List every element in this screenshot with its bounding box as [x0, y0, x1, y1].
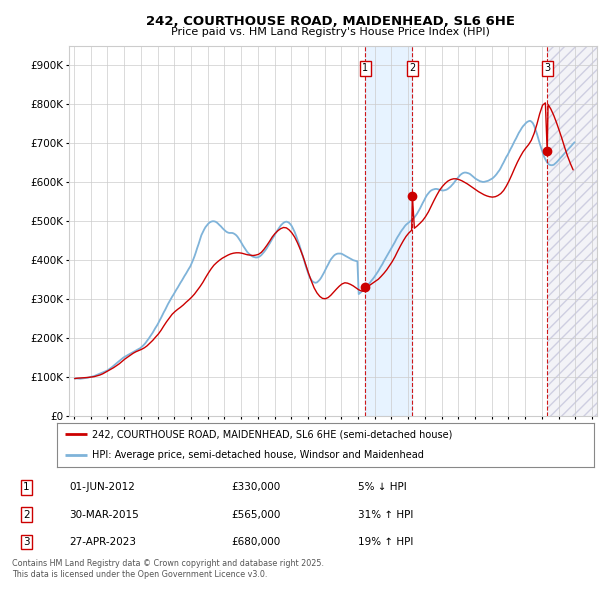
Text: 27-APR-2023: 27-APR-2023	[70, 537, 137, 547]
Text: 1: 1	[362, 63, 368, 73]
Text: £680,000: £680,000	[231, 537, 280, 547]
Text: £565,000: £565,000	[231, 510, 280, 520]
Text: 3: 3	[544, 63, 550, 73]
Text: 01-JUN-2012: 01-JUN-2012	[70, 483, 136, 492]
Text: 2: 2	[409, 63, 415, 73]
Text: 19% ↑ HPI: 19% ↑ HPI	[358, 537, 413, 547]
Text: 2: 2	[23, 510, 30, 520]
Text: 1: 1	[23, 483, 30, 492]
Text: 3: 3	[23, 537, 30, 547]
Text: 30-MAR-2015: 30-MAR-2015	[70, 510, 139, 520]
Text: HPI: Average price, semi-detached house, Windsor and Maidenhead: HPI: Average price, semi-detached house,…	[92, 450, 424, 460]
Bar	[547, 46, 597, 416]
Text: 242, COURTHOUSE ROAD, MAIDENHEAD, SL6 6HE: 242, COURTHOUSE ROAD, MAIDENHEAD, SL6 6H…	[146, 15, 515, 28]
Text: 242, COURTHOUSE ROAD, MAIDENHEAD, SL6 6HE (semi-detached house): 242, COURTHOUSE ROAD, MAIDENHEAD, SL6 6H…	[92, 429, 452, 439]
Text: 5% ↓ HPI: 5% ↓ HPI	[358, 483, 406, 492]
Text: £330,000: £330,000	[231, 483, 280, 492]
Text: Contains HM Land Registry data © Crown copyright and database right 2025.
This d: Contains HM Land Registry data © Crown c…	[12, 559, 324, 579]
Text: 31% ↑ HPI: 31% ↑ HPI	[358, 510, 413, 520]
Text: Price paid vs. HM Land Registry's House Price Index (HPI): Price paid vs. HM Land Registry's House …	[170, 27, 490, 37]
Bar	[365, 46, 412, 416]
